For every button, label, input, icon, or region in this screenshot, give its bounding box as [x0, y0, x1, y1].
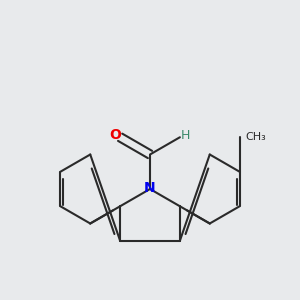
Text: N: N [144, 181, 156, 194]
Text: CH₃: CH₃ [246, 132, 266, 142]
Text: O: O [110, 128, 122, 142]
Text: H: H [181, 129, 190, 142]
